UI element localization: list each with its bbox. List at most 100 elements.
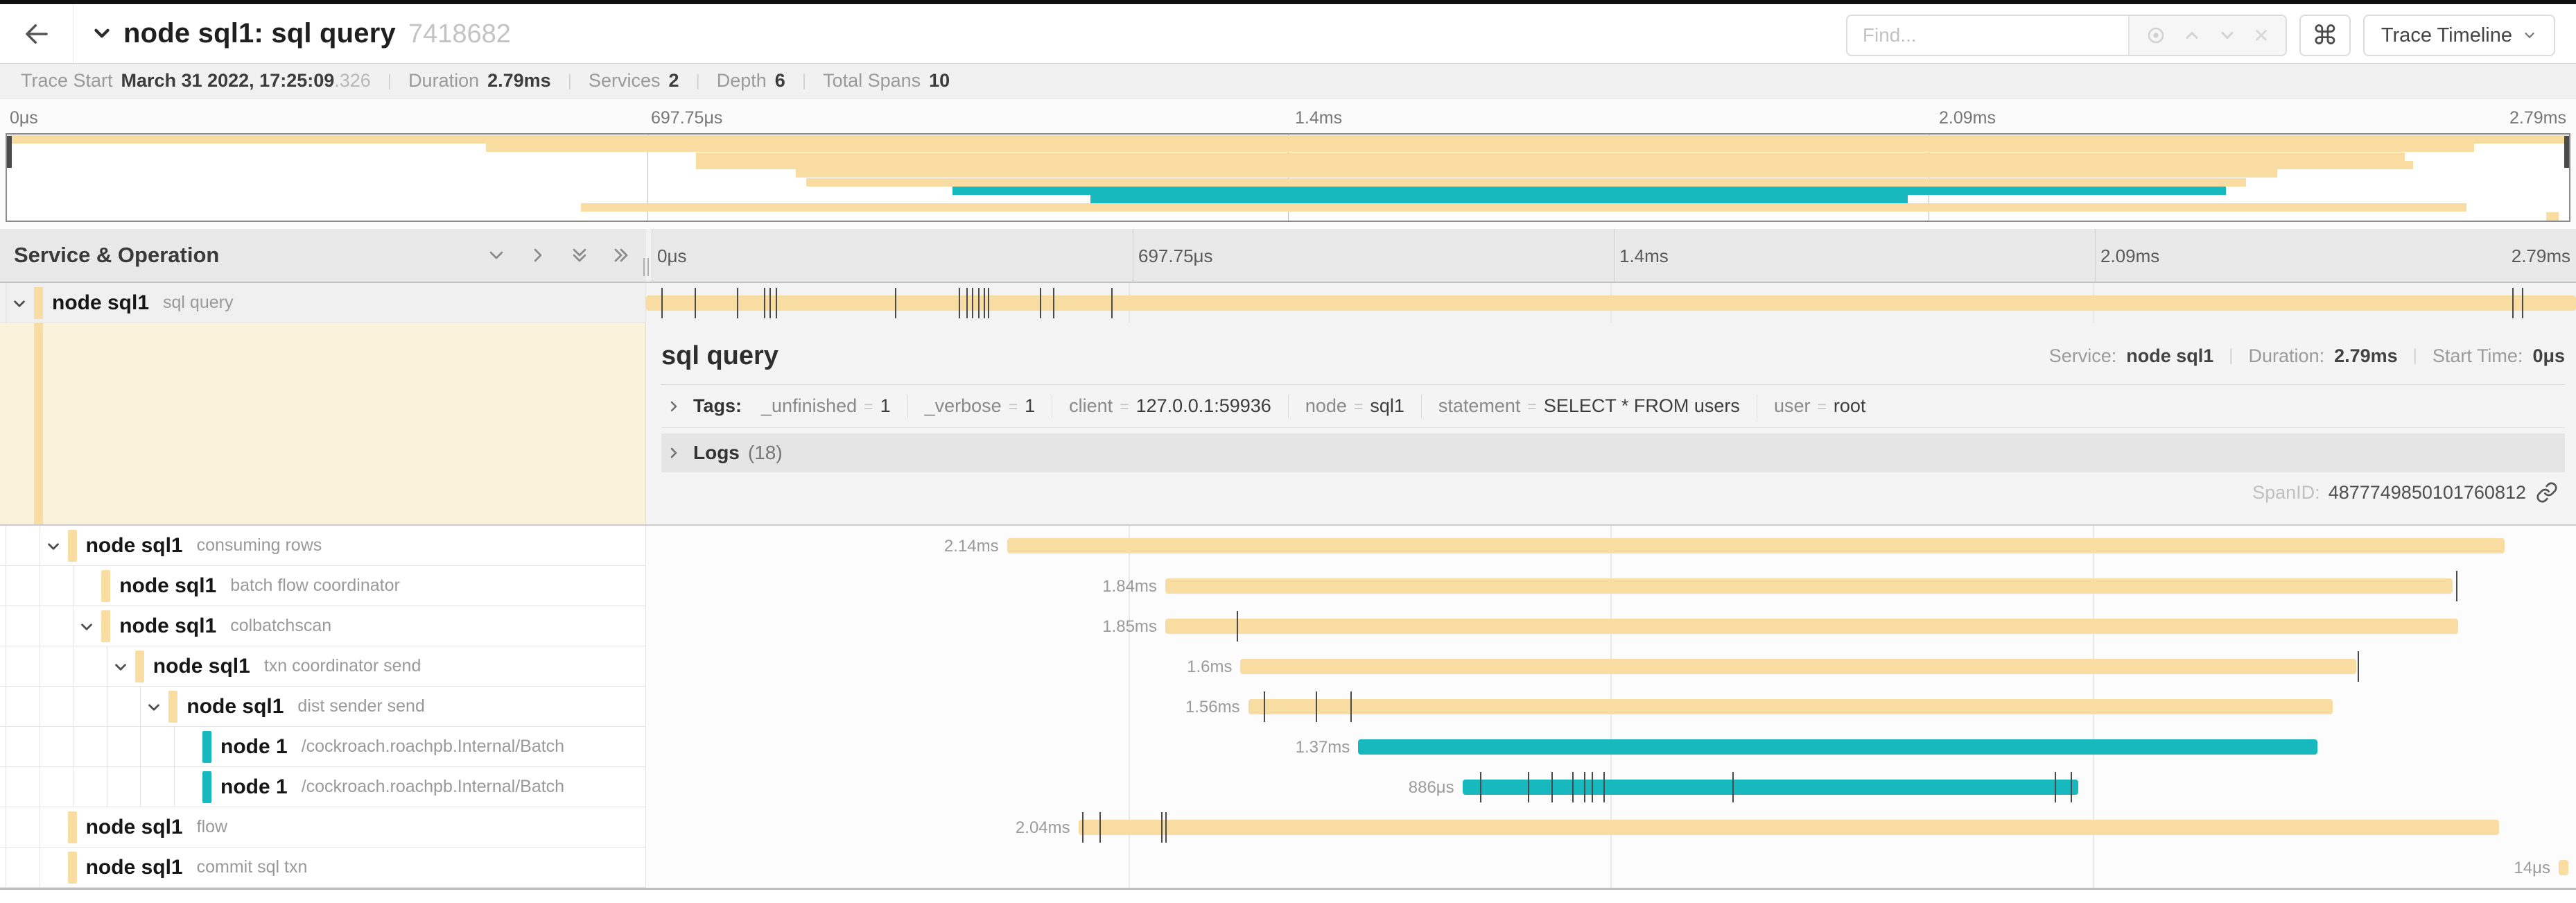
log-marker[interactable] bbox=[1732, 772, 1734, 802]
log-marker[interactable] bbox=[1053, 288, 1055, 318]
span-row-timeline-cell[interactable]: 1.84ms bbox=[646, 566, 2576, 606]
expand-one-level-icon[interactable] bbox=[485, 244, 507, 266]
span-row-timeline-cell[interactable]: 2.14ms bbox=[646, 526, 2576, 566]
minimap-canvas[interactable] bbox=[6, 133, 2570, 222]
column-resizer-grip[interactable] bbox=[643, 258, 649, 276]
span-row[interactable]: node 1/cockroach.roachpb.Internal/Batch 8… bbox=[0, 767, 2576, 807]
span-row-timeline-cell[interactable]: 1.56ms bbox=[646, 687, 2576, 727]
log-marker[interactable] bbox=[1165, 812, 1167, 843]
log-marker[interactable] bbox=[2522, 288, 2524, 318]
collapse-all-icon[interactable] bbox=[610, 244, 632, 266]
log-marker[interactable] bbox=[1099, 812, 1102, 843]
log-marker[interactable] bbox=[1584, 772, 1586, 802]
span-row-label-cell[interactable]: node sql1 flow bbox=[0, 807, 646, 848]
span-row-label-cell[interactable]: node sql1 commit sql txn bbox=[0, 848, 646, 888]
log-marker[interactable] bbox=[959, 288, 960, 318]
logs-accordion[interactable]: Logs (18) bbox=[661, 433, 2565, 472]
column-resizer[interactable] bbox=[643, 229, 652, 283]
log-marker[interactable] bbox=[2055, 772, 2057, 802]
log-marker[interactable] bbox=[977, 288, 980, 318]
span-collapse-chevron-icon[interactable] bbox=[112, 658, 130, 680]
log-marker[interactable] bbox=[1316, 691, 1318, 722]
log-marker[interactable] bbox=[769, 288, 772, 318]
span-bar[interactable] bbox=[1165, 619, 2459, 634]
span-row-label-cell[interactable]: node sql1 sql query bbox=[0, 283, 646, 323]
log-marker[interactable] bbox=[972, 288, 974, 318]
span-row[interactable]: node sql1 txn coordinator send 1.6ms bbox=[0, 646, 2576, 687]
find-prev-icon[interactable] bbox=[2182, 26, 2202, 45]
search-input[interactable] bbox=[1847, 16, 2128, 55]
chevron-down-icon[interactable] bbox=[90, 22, 114, 49]
span-bar[interactable] bbox=[1078, 820, 2499, 835]
span-bar[interactable] bbox=[1248, 699, 2333, 714]
minimap-left-scrub-handle[interactable] bbox=[7, 136, 12, 168]
span-row[interactable]: node sql1 flow 2.04ms bbox=[0, 807, 2576, 848]
span-row[interactable]: node sql1 sql query bbox=[0, 283, 2576, 323]
expand-all-icon[interactable] bbox=[568, 244, 591, 266]
log-marker[interactable] bbox=[1551, 772, 1553, 802]
log-marker[interactable] bbox=[984, 288, 986, 318]
span-bar[interactable] bbox=[1462, 780, 2078, 795]
log-marker[interactable] bbox=[694, 288, 696, 318]
span-row-label-cell[interactable]: node sql1 dist sender send bbox=[0, 687, 646, 727]
log-marker[interactable] bbox=[1039, 288, 1041, 318]
log-marker[interactable] bbox=[1572, 772, 1574, 802]
horizontal-scrollbar[interactable] bbox=[0, 888, 2576, 890]
span-row-timeline-cell[interactable]: 1.37ms bbox=[646, 727, 2576, 767]
log-marker[interactable] bbox=[1479, 772, 1481, 802]
span-row-label-cell[interactable]: node 1/cockroach.roachpb.Internal/Batch bbox=[0, 727, 646, 767]
span-collapse-chevron-icon[interactable] bbox=[145, 698, 163, 720]
log-marker[interactable] bbox=[2512, 288, 2514, 318]
locate-icon[interactable] bbox=[2146, 25, 2166, 46]
tags-accordion[interactable]: Tags: _unfinished = 1 _verbose = 1 client = 127.… bbox=[661, 385, 2565, 428]
span-row-timeline-cell[interactable]: 14μs bbox=[646, 848, 2576, 888]
link-icon[interactable] bbox=[2536, 481, 2558, 504]
log-marker[interactable] bbox=[895, 288, 897, 318]
span-bar[interactable] bbox=[1007, 538, 2505, 553]
collapse-one-level-icon[interactable] bbox=[527, 244, 549, 266]
log-marker[interactable] bbox=[2070, 772, 2072, 802]
span-row[interactable]: node sql1 colbatchscan 1.85ms bbox=[0, 606, 2576, 646]
log-marker[interactable] bbox=[1350, 691, 1352, 722]
back-button[interactable] bbox=[0, 4, 73, 63]
span-row-timeline-cell[interactable]: 886μs bbox=[646, 767, 2576, 807]
span-row-label-cell[interactable]: node sql1 colbatchscan bbox=[0, 606, 646, 646]
span-row-label-cell[interactable]: node sql1 batch flow coordinator bbox=[0, 566, 646, 606]
log-marker[interactable] bbox=[1603, 772, 1605, 802]
log-marker[interactable] bbox=[987, 288, 989, 318]
span-row-label-cell[interactable]: node 1/cockroach.roachpb.Internal/Batch bbox=[0, 767, 646, 807]
log-marker[interactable] bbox=[1236, 611, 1238, 642]
span-row-timeline-cell[interactable]: 1.6ms bbox=[646, 646, 2576, 687]
span-row[interactable]: node sql1 dist sender send 1.56ms bbox=[0, 687, 2576, 727]
log-marker[interactable] bbox=[1592, 772, 1594, 802]
span-row-timeline-cell[interactable]: 1.85ms bbox=[646, 606, 2576, 646]
find-next-icon[interactable] bbox=[2218, 26, 2237, 45]
span-bar[interactable] bbox=[646, 295, 2576, 311]
keyboard-shortcuts-button[interactable]: ⌘ bbox=[2299, 15, 2351, 56]
span-row-label-cell[interactable]: node sql1 consuming rows bbox=[0, 526, 646, 566]
log-marker[interactable] bbox=[2358, 651, 2360, 682]
log-marker[interactable] bbox=[1528, 772, 1530, 802]
span-row[interactable]: node sql1 consuming rows 2.14ms bbox=[0, 526, 2576, 566]
span-row-timeline-cell[interactable]: 2.04ms bbox=[646, 807, 2576, 848]
log-marker[interactable] bbox=[661, 288, 663, 318]
minimap-right-scrub-handle[interactable] bbox=[2564, 136, 2569, 168]
log-marker[interactable] bbox=[2456, 571, 2458, 601]
span-bar[interactable] bbox=[1165, 578, 2453, 594]
log-marker[interactable] bbox=[775, 288, 777, 318]
log-marker[interactable] bbox=[763, 288, 765, 318]
log-marker[interactable] bbox=[1111, 288, 1113, 318]
span-row-label-cell[interactable]: node sql1 txn coordinator send bbox=[0, 646, 646, 687]
span-collapse-chevron-icon[interactable] bbox=[78, 618, 96, 639]
log-marker[interactable] bbox=[1082, 812, 1084, 843]
span-bar[interactable] bbox=[1358, 739, 2317, 755]
span-row[interactable]: node 1/cockroach.roachpb.Internal/Batch 1… bbox=[0, 727, 2576, 767]
view-selector-button[interactable]: Trace Timeline bbox=[2362, 15, 2555, 56]
span-bar[interactable] bbox=[2558, 860, 2568, 875]
log-marker[interactable] bbox=[1263, 691, 1265, 722]
log-marker[interactable] bbox=[736, 288, 738, 318]
clear-find-icon[interactable]: ✕ bbox=[2253, 24, 2270, 46]
span-row[interactable]: node sql1 commit sql txn 14μs bbox=[0, 848, 2576, 888]
log-marker[interactable] bbox=[966, 288, 968, 318]
span-row-timeline-cell[interactable] bbox=[646, 283, 2576, 323]
